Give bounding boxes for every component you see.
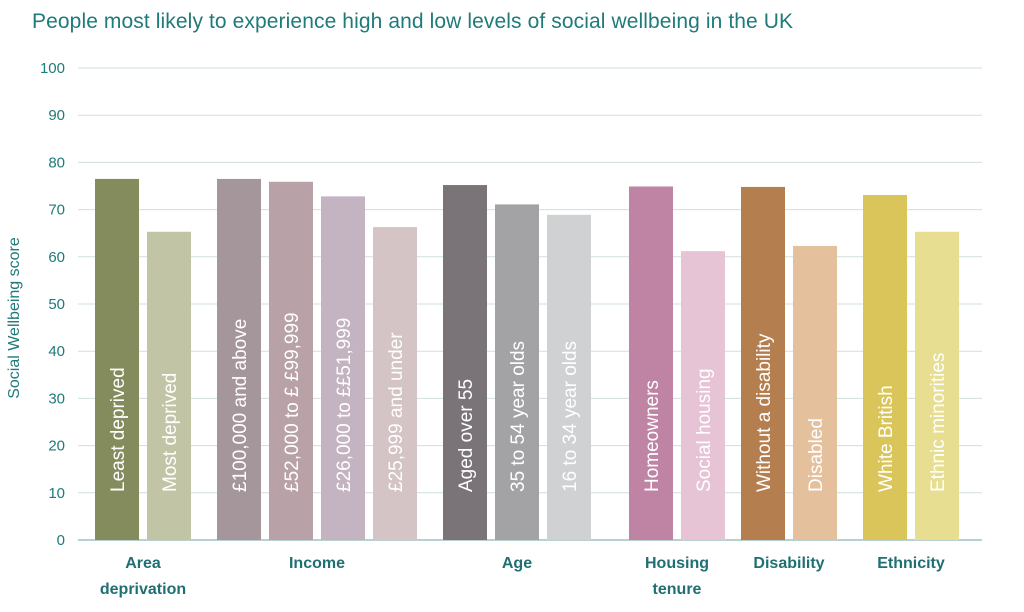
bar-label: Ethnic minorities	[928, 353, 949, 492]
group-label: Ethnicity	[877, 555, 945, 572]
bar	[863, 194, 907, 540]
bar	[741, 186, 785, 540]
group-label: deprivation	[100, 581, 186, 598]
y-tick-label: 60	[48, 249, 65, 266]
y-tick-label: 30	[48, 390, 65, 407]
bar	[147, 231, 191, 540]
group-label: Income	[289, 555, 345, 572]
bar-label: Aged over 55	[456, 379, 477, 492]
bar-label: 16 to 34 year olds	[560, 341, 581, 492]
group-label: Age	[502, 555, 532, 572]
bar	[681, 251, 725, 541]
y-tick-label: 0	[57, 532, 65, 549]
group-label: Disability	[753, 555, 824, 572]
y-tick-label: 80	[48, 154, 65, 171]
bar	[321, 196, 365, 540]
group-label: Area	[125, 555, 161, 572]
bar	[793, 245, 837, 540]
bar-label: £52,000 to £ £99,999	[282, 312, 303, 492]
y-tick-label: 90	[48, 107, 65, 124]
chart-title: People most likely to experience high an…	[32, 10, 794, 33]
group-label: Housing	[645, 555, 709, 572]
bar-label: Least deprived	[108, 367, 129, 492]
bar-label: Without a disability	[754, 333, 775, 492]
y-tick-label: 10	[48, 485, 65, 502]
y-tick-label: 70	[48, 202, 65, 219]
bar	[495, 204, 539, 540]
y-tick-label: 100	[40, 60, 65, 77]
bar	[373, 227, 417, 540]
bar-label: £100,000 and above	[230, 319, 251, 492]
group-labels: Area deprivation Income Age Housing tenure Dis…	[100, 555, 945, 598]
bars	[95, 178, 959, 541]
bar-labels: Least deprived Most deprived £100,000 and …	[108, 312, 949, 492]
bar	[915, 231, 959, 540]
y-axis-label: Social Wellbeing score	[6, 237, 23, 399]
bar	[269, 181, 313, 540]
bar-label: £26,000 to ££51,999	[334, 318, 355, 492]
bar-label: White British	[876, 385, 897, 492]
bar-label: Disabled	[806, 418, 827, 492]
bar-label: Homeowners	[642, 380, 663, 492]
bar	[217, 178, 261, 541]
y-tick-label: 20	[48, 438, 65, 455]
y-axis-ticks: 0 10 20 30 40 50 60 70 80 90 100	[40, 60, 65, 549]
bar	[629, 186, 673, 541]
bar	[547, 214, 591, 541]
bar-label: £25,999 and under	[386, 332, 407, 492]
bar-label: Most deprived	[160, 373, 181, 492]
y-tick-label: 40	[48, 343, 65, 360]
y-tick-label: 50	[48, 296, 65, 313]
bar-label: Social housing	[694, 368, 715, 492]
bar	[95, 178, 139, 541]
group-label: tenure	[653, 581, 702, 598]
bar-label: 35 to 54 year olds	[508, 341, 529, 492]
bar	[443, 185, 487, 540]
